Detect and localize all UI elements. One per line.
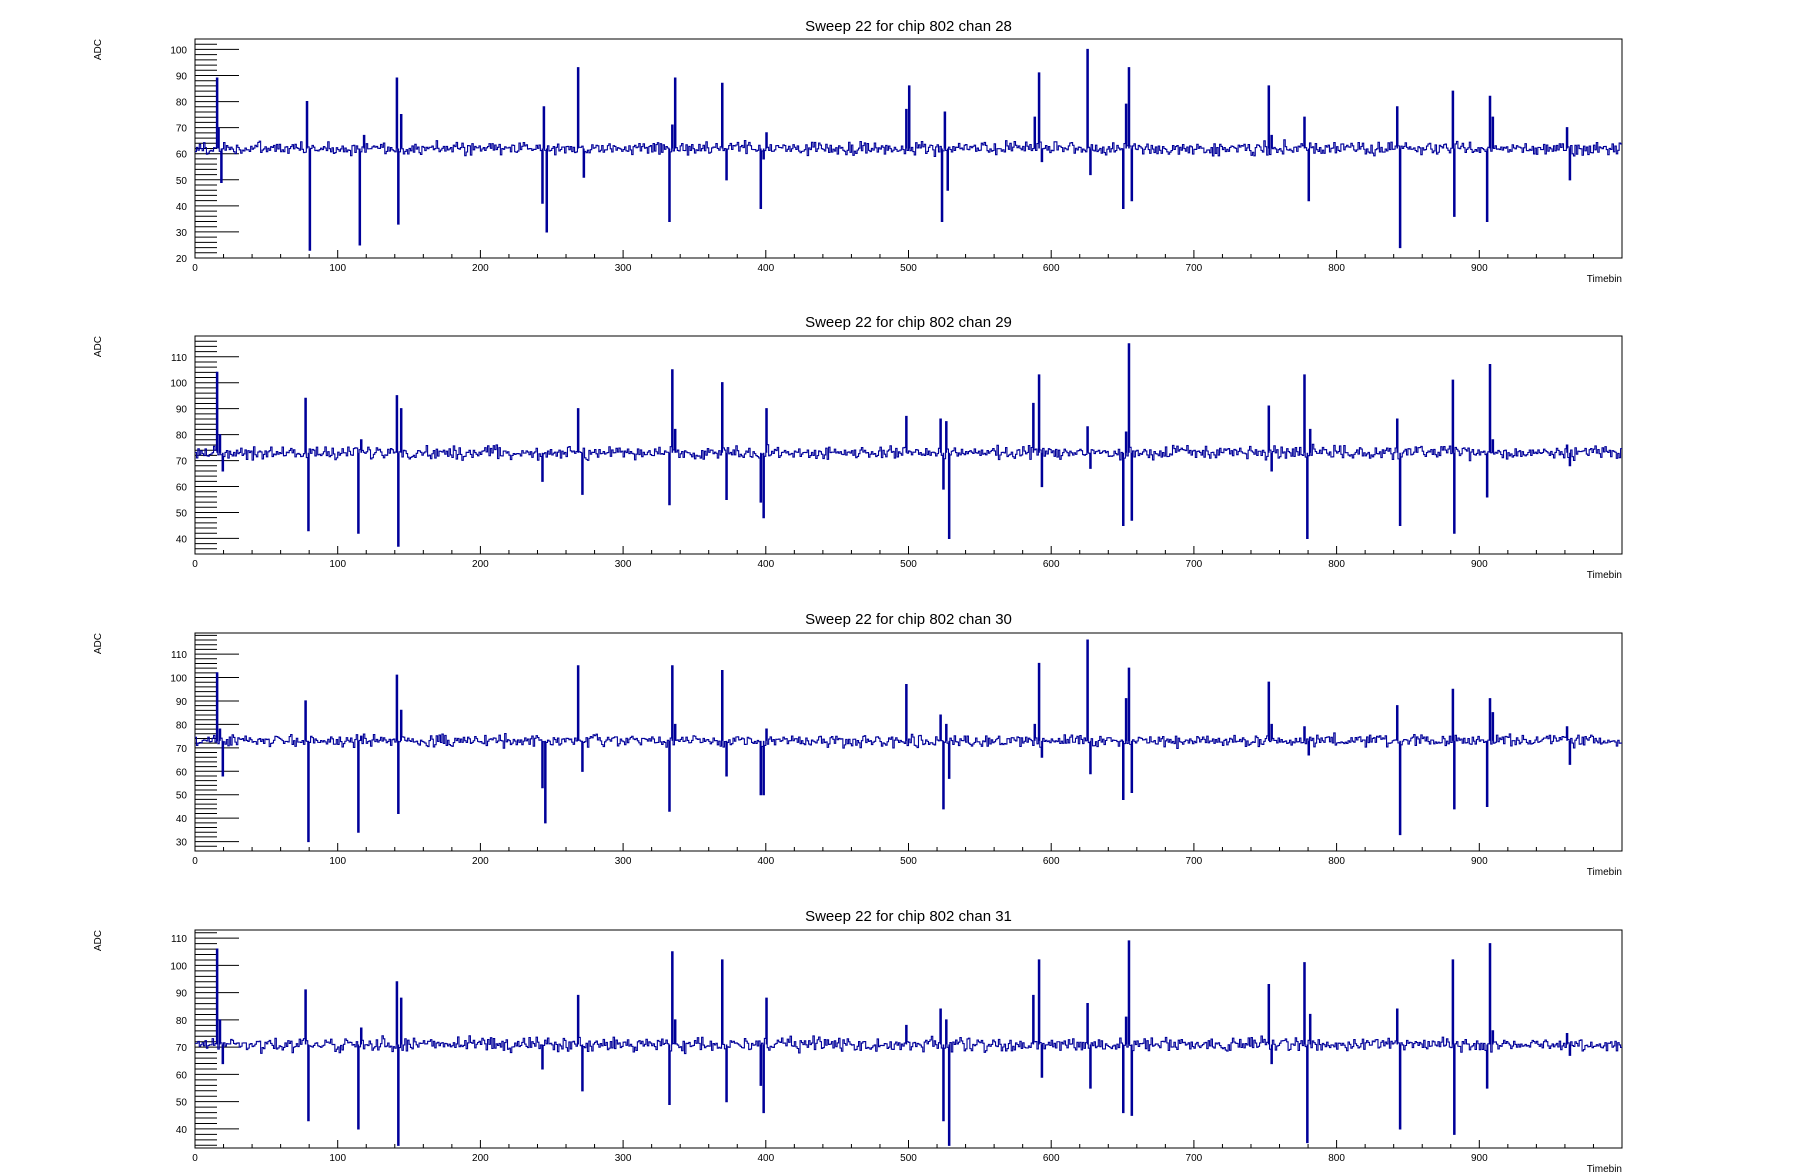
- y-tick-label: 100: [170, 379, 187, 390]
- x-tick-label: 0: [192, 559, 198, 570]
- y-tick-label: 90: [176, 405, 188, 416]
- x-tick-label: 700: [1186, 856, 1203, 867]
- adc-waveform-series: [195, 940, 1622, 1146]
- adc-waveform-series: [195, 48, 1622, 251]
- plot-panel-3: Sweep 22 for chip 802 chan 30 ADC Timebin 0…: [93, 611, 1623, 878]
- y-tick-label: 50: [176, 176, 188, 187]
- x-tick-label: 500: [900, 263, 917, 274]
- x-tick-label: 800: [1328, 263, 1345, 274]
- x-tick-label: 600: [1043, 1153, 1060, 1164]
- x-tick-label: 700: [1186, 559, 1203, 570]
- x-tick-label: 900: [1471, 263, 1488, 274]
- x-tick-label: 200: [472, 263, 489, 274]
- y-tick-label: 50: [176, 508, 188, 519]
- x-tick-label: 700: [1186, 263, 1203, 274]
- x-axis-label: Timebin: [1587, 867, 1622, 878]
- adc-waveform-series: [195, 639, 1622, 843]
- y-tick-label: 70: [176, 124, 188, 135]
- adc-waveform-series: [195, 343, 1622, 547]
- y-tick-label: 70: [176, 1043, 188, 1054]
- y-tick-label: 60: [176, 1070, 188, 1081]
- x-tick-label: 400: [757, 856, 774, 867]
- y-axis-label: ADC: [93, 336, 104, 357]
- y-tick-label: 80: [176, 431, 188, 442]
- x-axis-label: Timebin: [1587, 274, 1622, 285]
- y-tick-label: 100: [170, 674, 187, 685]
- x-tick-label: 100: [329, 1153, 346, 1164]
- plot-frame: [194, 335, 1623, 555]
- plot-panel-2: Sweep 22 for chip 802 chan 29 ADC Timebin 0…: [93, 314, 1623, 581]
- y-tick-label: 40: [176, 1125, 188, 1136]
- x-tick-label: 400: [757, 1153, 774, 1164]
- y-tick-label: 60: [176, 150, 188, 161]
- y-tick-label: 30: [176, 228, 188, 239]
- y-tick-label: 110: [171, 353, 187, 364]
- y-tick-label: 50: [176, 791, 188, 802]
- x-tick-label: 900: [1471, 559, 1488, 570]
- x-tick-label: 300: [615, 856, 632, 867]
- y-tick-label: 70: [176, 744, 188, 755]
- x-tick-label: 100: [329, 856, 346, 867]
- x-tick-label: 0: [192, 1153, 198, 1164]
- plot-title: Sweep 22 for chip 802 chan 30: [805, 611, 1012, 628]
- x-tick-label: 800: [1328, 856, 1345, 867]
- x-tick-label: 100: [329, 263, 346, 274]
- x-tick-label: 800: [1328, 1153, 1345, 1164]
- plot-panel-4: Sweep 22 for chip 802 chan 31 ADC Timebin 0…: [93, 908, 1623, 1172]
- y-tick-label: 60: [176, 767, 188, 778]
- x-axis-label: Timebin: [1587, 570, 1622, 581]
- x-tick-label: 900: [1471, 856, 1488, 867]
- x-tick-label: 600: [1043, 263, 1060, 274]
- y-tick-label: 100: [170, 961, 187, 972]
- x-tick-label: 700: [1186, 1153, 1203, 1164]
- y-tick-label: 100: [170, 45, 187, 56]
- x-tick-label: 0: [192, 263, 198, 274]
- plot-panel-1: Sweep 22 for chip 802 chan 28 ADC Timebin 0…: [93, 18, 1623, 285]
- x-tick-label: 300: [615, 1153, 632, 1164]
- x-tick-label: 300: [615, 263, 632, 274]
- y-axis-label: ADC: [93, 930, 104, 951]
- y-tick-label: 110: [171, 934, 187, 945]
- x-tick-label: 200: [472, 856, 489, 867]
- y-tick-label: 40: [176, 202, 188, 213]
- y-tick-label: 90: [176, 72, 188, 83]
- x-tick-label: 400: [757, 263, 774, 274]
- x-axis-label: Timebin: [1587, 1164, 1622, 1172]
- plot-title: Sweep 22 for chip 802 chan 28: [805, 18, 1012, 35]
- y-tick-label: 40: [176, 534, 188, 545]
- x-tick-label: 500: [900, 559, 917, 570]
- x-tick-label: 900: [1471, 1153, 1488, 1164]
- x-tick-label: 200: [472, 1153, 489, 1164]
- x-tick-label: 200: [472, 559, 489, 570]
- y-tick-label: 60: [176, 483, 188, 494]
- x-tick-label: 500: [900, 856, 917, 867]
- y-tick-label: 110: [171, 650, 187, 661]
- y-tick-label: 80: [176, 720, 188, 731]
- x-tick-label: 0: [192, 856, 198, 867]
- plot-title: Sweep 22 for chip 802 chan 29: [805, 314, 1012, 331]
- y-tick-label: 70: [176, 457, 188, 468]
- y-tick-label: 80: [176, 98, 188, 109]
- plot-frame: [194, 929, 1623, 1149]
- x-tick-label: 600: [1043, 559, 1060, 570]
- x-tick-label: 400: [757, 559, 774, 570]
- y-axis-label: ADC: [93, 633, 104, 654]
- y-tick-label: 50: [176, 1098, 188, 1109]
- x-tick-label: 100: [329, 559, 346, 570]
- y-tick-label: 40: [176, 814, 188, 825]
- y-axis-label: ADC: [93, 39, 104, 60]
- y-tick-label: 80: [176, 1016, 188, 1027]
- x-tick-label: 500: [900, 1153, 917, 1164]
- y-tick-label: 90: [176, 697, 188, 708]
- x-tick-label: 300: [615, 559, 632, 570]
- y-tick-label: 90: [176, 989, 188, 1000]
- plot-title: Sweep 22 for chip 802 chan 31: [805, 908, 1012, 925]
- x-tick-label: 800: [1328, 559, 1345, 570]
- y-tick-label: 20: [176, 254, 188, 265]
- y-tick-label: 30: [176, 838, 188, 849]
- x-tick-label: 600: [1043, 856, 1060, 867]
